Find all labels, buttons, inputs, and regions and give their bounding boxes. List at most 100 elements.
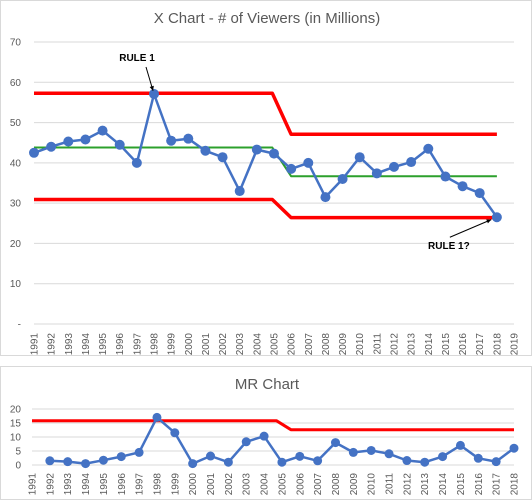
mr-chart-y-tick-label: 20 bbox=[10, 405, 22, 416]
x-chart-x-tick-label: 1996 bbox=[115, 333, 126, 356]
x-chart-x-tick-label: 2007 bbox=[304, 333, 315, 356]
mr-chart-x-tick-label: 2012 bbox=[402, 473, 413, 496]
x-chart-x-tick-label: 1993 bbox=[64, 333, 75, 356]
x-chart-x-tick-label: 2015 bbox=[441, 333, 452, 356]
x-chart-x-tick-label: 1991 bbox=[30, 333, 41, 356]
mr-chart-x-tick-label: 1998 bbox=[152, 473, 163, 496]
mr-chart-data-point bbox=[491, 457, 501, 467]
mr-chart-x-tick-label: 2016 bbox=[474, 473, 485, 496]
x-chart-x-tick-label: 1992 bbox=[47, 333, 58, 356]
x-chart-annotation-arrow bbox=[449, 219, 492, 238]
mr-chart-data-point bbox=[295, 451, 305, 461]
x-chart-x-tick-label: 2010 bbox=[355, 333, 366, 356]
mr-chart-x-tick-label: 2005 bbox=[277, 473, 288, 496]
x-chart-annotation-label: RULE 1 bbox=[119, 53, 155, 64]
x-chart-data-point bbox=[406, 157, 417, 168]
mr-chart-data-point bbox=[330, 438, 340, 448]
mr-chart-data-point bbox=[384, 449, 394, 459]
x-chart-data-point bbox=[29, 147, 39, 158]
mr-chart-data-point bbox=[45, 456, 55, 466]
x-chart-x-tick-label: 2013 bbox=[407, 333, 418, 356]
x-chart-x-tick-label: 2014 bbox=[424, 333, 435, 356]
mr-chart-x-tick-label: 1991 bbox=[28, 473, 39, 496]
mr-chart-x-tick-label: 2002 bbox=[224, 473, 235, 496]
x-chart-data-point bbox=[389, 161, 399, 172]
mr-chart-x-tick-label: 2013 bbox=[420, 473, 431, 496]
mr-chart-data-point bbox=[473, 453, 483, 463]
x-chart-x-tick-label: 2017 bbox=[475, 333, 486, 356]
mr-chart-data-point bbox=[63, 457, 73, 467]
mr-chart-data-point bbox=[206, 451, 216, 461]
mr-chart-x-tick-label: 1995 bbox=[99, 473, 110, 496]
x-chart-annotation-label: RULE 1? bbox=[428, 241, 470, 252]
mr-chart-panel: MR Chart 0 5 10 15 20 1991 1992 1993 1994 1995 1996… bbox=[0, 366, 532, 500]
x-chart-data-series-line bbox=[33, 92, 498, 218]
x-chart-data-point bbox=[80, 134, 91, 145]
mr-chart-y-tick-label: 10 bbox=[10, 433, 22, 444]
x-chart-x-tick-label: 2012 bbox=[390, 333, 401, 356]
mr-chart-upper-control-limit bbox=[32, 419, 514, 432]
mr-chart-data-point bbox=[402, 456, 412, 466]
x-chart-x-tick-label: 2016 bbox=[458, 333, 469, 356]
x-chart-data-point bbox=[183, 133, 194, 144]
x-chart-x-tick-label: 2009 bbox=[338, 333, 349, 356]
x-chart-y-tick-label: 70 bbox=[10, 38, 22, 49]
x-chart-y-tick-label: 10 bbox=[10, 279, 22, 290]
x-chart-data-point bbox=[149, 88, 159, 99]
x-chart-x-tick-label: 2001 bbox=[201, 333, 212, 356]
mr-chart-x-tick-label: 2015 bbox=[456, 473, 467, 496]
mr-chart-data-point bbox=[152, 412, 162, 422]
x-chart-data-point bbox=[354, 152, 365, 163]
mr-chart-data-point bbox=[455, 440, 465, 450]
x-chart-x-tick-label: 2008 bbox=[321, 333, 332, 356]
x-chart-x-tick-label: 1994 bbox=[81, 333, 92, 356]
x-chart-data-point bbox=[371, 168, 382, 179]
x-chart-x-tick-label: 2000 bbox=[184, 333, 195, 356]
mr-chart-x-tick-label: 1993 bbox=[63, 473, 74, 496]
x-chart-x-tick-label: 2005 bbox=[270, 333, 281, 356]
x-chart-title: X Chart - # of Viewers (in Millions) bbox=[154, 10, 380, 27]
mr-chart-x-tick-label: 1999 bbox=[170, 473, 181, 496]
mr-chart-x-tick-label: 2014 bbox=[438, 473, 449, 496]
mr-chart-x-tick-label: 1997 bbox=[135, 473, 146, 496]
x-chart-lower-control-limit bbox=[34, 197, 497, 220]
x-chart-data-point bbox=[440, 171, 451, 182]
x-chart: X Chart - # of Viewers (in Millions) - 10 2… bbox=[10, 10, 521, 356]
x-chart-y-tick-label: 50 bbox=[10, 118, 22, 129]
x-chart-data-point bbox=[63, 136, 74, 147]
x-chart-annotation: RULE 1 bbox=[119, 53, 155, 91]
x-chart-data-point bbox=[474, 188, 485, 199]
mr-chart-data-point bbox=[241, 437, 251, 447]
x-chart-x-tick-label: 2006 bbox=[287, 333, 298, 356]
x-chart-data-point bbox=[423, 143, 434, 154]
mr-chart-data-point bbox=[116, 452, 126, 462]
mr-chart-x-tick-label: 2001 bbox=[206, 473, 217, 496]
x-chart-y-tick-label: - bbox=[18, 320, 21, 331]
x-chart-data-point bbox=[166, 135, 177, 146]
x-chart-data-point bbox=[217, 152, 228, 163]
x-chart-data-point bbox=[97, 125, 108, 136]
mr-chart-x-tick-label: 1994 bbox=[81, 473, 92, 496]
x-chart-data-point bbox=[46, 141, 57, 152]
mr-chart-x-tick-label: 2000 bbox=[188, 473, 199, 496]
mr-chart-data-point bbox=[98, 455, 108, 465]
x-chart-x-tick-label: 2011 bbox=[372, 333, 383, 355]
x-chart-data-point bbox=[234, 186, 245, 197]
mr-chart-x-tick-label: 2010 bbox=[367, 473, 378, 496]
mr-chart-data-point bbox=[134, 447, 144, 457]
x-chart-x-tick-label: 2019 bbox=[510, 333, 521, 356]
mr-chart-data-point bbox=[277, 457, 287, 467]
x-chart-x-tick-label: 2018 bbox=[492, 333, 503, 356]
x-chart-data-point bbox=[337, 173, 348, 184]
x-chart-x-tick-label: 1997 bbox=[132, 333, 143, 356]
mr-chart-data-point bbox=[170, 428, 180, 438]
x-chart-data-point bbox=[491, 212, 502, 223]
mr-chart-title: MR Chart bbox=[235, 376, 300, 393]
x-chart-x-tick-label: 1998 bbox=[150, 333, 161, 356]
mr-chart-data-point bbox=[366, 445, 376, 455]
mr-chart-data-point bbox=[313, 456, 323, 466]
x-chart-data-point bbox=[251, 144, 262, 155]
x-chart-data-point bbox=[200, 145, 211, 156]
x-chart-y-tick-label: 30 bbox=[10, 199, 22, 210]
mr-chart-x-tick-label: 1996 bbox=[117, 473, 128, 496]
